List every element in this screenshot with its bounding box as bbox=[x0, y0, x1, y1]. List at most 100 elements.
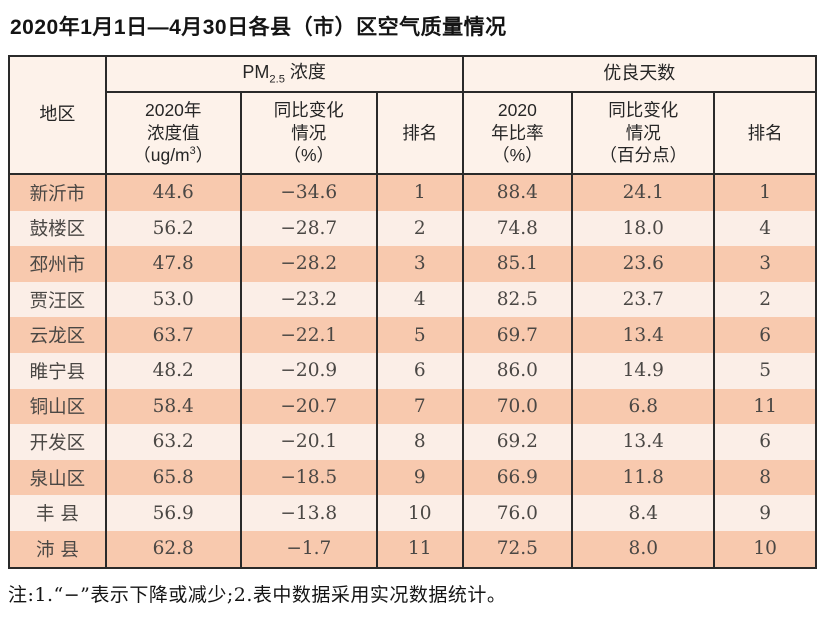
pm-value-unit-sup: 3 bbox=[189, 145, 196, 158]
table-body: 新沂市 44.6 −34.6 1 88.4 24.1 1 鼓楼区 56.2 −28.7 2 74.8 1… bbox=[8, 174, 817, 568]
pm-value-line2: 浓度值 bbox=[146, 122, 200, 143]
pm-change-cell: −18.5 bbox=[239, 459, 378, 496]
pm-change-cell: −13.8 bbox=[239, 495, 378, 531]
region-cell: 泉山区 bbox=[8, 459, 107, 496]
pm-value-unit-post: ） bbox=[195, 145, 214, 166]
good-days-label: 优良天数 bbox=[603, 63, 676, 84]
pm-value-cell: 56.2 bbox=[104, 210, 242, 247]
good-change-line2: 情况 bbox=[625, 122, 661, 143]
pm25-subscript: 2.5 bbox=[269, 73, 285, 86]
good-rank-cell: 2 bbox=[713, 281, 817, 318]
region-cell: 铜山区 bbox=[8, 388, 107, 425]
col-header-region: 地区 bbox=[8, 56, 107, 174]
table-row: 沛 县 62.8 −1.7 11 72.5 8.0 10 bbox=[8, 530, 817, 568]
region-cell: 开发区 bbox=[8, 424, 107, 460]
good-change-cell: 23.6 bbox=[571, 246, 716, 282]
good-rank-cell: 6 bbox=[713, 424, 817, 460]
good-rank-cell: 8 bbox=[713, 459, 817, 496]
good-rate-cell: 76.0 bbox=[461, 495, 574, 531]
good-rank-cell: 1 bbox=[713, 174, 817, 211]
good-change-cell: 8.4 bbox=[571, 495, 716, 531]
pm-rank-cell: 7 bbox=[375, 388, 464, 425]
pm-change-cell: −22.1 bbox=[239, 317, 378, 353]
footnote: 注:1.“−”表示下降或减少;2.表中数据采用实况数据统计。 bbox=[8, 583, 507, 606]
good-rate-cell: 82.5 bbox=[461, 281, 574, 318]
good-change-cell: 8.0 bbox=[571, 530, 716, 568]
table-row: 睢宁县 48.2 −20.9 6 86.0 14.9 5 bbox=[8, 352, 817, 389]
good-change-cell: 24.1 bbox=[571, 174, 716, 211]
col-header-pm-rank: 排名 bbox=[375, 92, 464, 174]
pm-change-cell: −28.7 bbox=[239, 210, 378, 247]
pm-rank-cell: 6 bbox=[375, 352, 464, 389]
table-row: 泉山区 65.8 −18.5 9 66.9 11.8 8 bbox=[8, 459, 817, 496]
good-change-cell: 14.9 bbox=[571, 352, 716, 389]
good-rate-cell: 85.1 bbox=[461, 246, 574, 282]
region-header-label: 地区 bbox=[39, 104, 76, 125]
pm-rank-cell: 8 bbox=[375, 424, 464, 460]
col-header-good-rate: 2020 年比率 （%） bbox=[461, 92, 574, 174]
page-title: 2020年1月1日—4月30日各县（市）区空气质量情况 bbox=[10, 16, 507, 39]
pm-value-line1: 2020年 bbox=[144, 100, 202, 121]
pm-value-cell: 47.8 bbox=[104, 246, 242, 282]
pm-value-cell: 53.0 bbox=[104, 281, 242, 318]
good-change-cell: 18.0 bbox=[571, 210, 716, 247]
good-rate-line1: 2020 bbox=[497, 100, 537, 121]
good-rank-cell: 5 bbox=[713, 352, 817, 389]
good-rate-cell: 69.2 bbox=[461, 424, 574, 460]
pm-change-cell: −20.7 bbox=[239, 388, 378, 425]
good-change-cell: 11.8 bbox=[571, 459, 716, 496]
table-row: 铜山区 58.4 −20.7 7 70.0 6.8 11 bbox=[8, 388, 817, 425]
pm-change-cell: −20.9 bbox=[239, 352, 378, 389]
table-row: 丰 县 56.9 −13.8 10 76.0 8.4 9 bbox=[8, 495, 817, 531]
pm-value-cell: 63.2 bbox=[104, 424, 242, 460]
pm-value-cell: 56.9 bbox=[104, 495, 242, 531]
pm-value-unit-pre: （ug/m bbox=[133, 145, 190, 166]
pm-value-cell: 58.4 bbox=[104, 388, 242, 425]
region-cell: 贾汪区 bbox=[8, 281, 107, 318]
pm-change-cell: −20.1 bbox=[239, 424, 378, 460]
good-rate-cell: 69.7 bbox=[461, 317, 574, 353]
good-rate-line3: （%） bbox=[492, 145, 543, 166]
good-rate-line2: 年比率 bbox=[491, 122, 544, 143]
header-sub-row: 2020年 浓度值 （ug/m3） 同比变化 情况 （%） 排名 2020 年比… bbox=[9, 92, 817, 174]
good-rank-cell: 9 bbox=[713, 495, 817, 531]
pm-rank-cell: 3 bbox=[375, 246, 464, 282]
good-rank-cell: 6 bbox=[713, 317, 817, 353]
good-change-cell: 6.8 bbox=[571, 388, 716, 425]
pm-change-cell: −34.6 bbox=[239, 174, 378, 211]
good-rate-cell: 74.8 bbox=[461, 210, 574, 247]
good-change-cell: 13.4 bbox=[571, 317, 716, 353]
table-row: 新沂市 44.6 −34.6 1 88.4 24.1 1 bbox=[8, 174, 817, 211]
pm-rank-cell: 4 bbox=[375, 281, 464, 318]
pm-rank-cell: 11 bbox=[375, 530, 464, 568]
header-group-row: 地区 PM2.5 浓度 优良天数 bbox=[8, 56, 817, 174]
region-cell: 丰 县 bbox=[8, 495, 107, 531]
pm-change-line2: 情况 bbox=[291, 122, 327, 143]
pm-value-cell: 44.6 bbox=[104, 174, 242, 211]
col-header-pm-value: 2020年 浓度值 （ug/m3） bbox=[104, 92, 242, 174]
table-row: 鼓楼区 56.2 −28.7 2 74.8 18.0 4 bbox=[8, 210, 817, 247]
table-row: 云龙区 63.7 −22.1 5 69.7 13.4 6 bbox=[8, 317, 817, 353]
good-rank-cell: 3 bbox=[713, 246, 817, 282]
pm-value-cell: 48.2 bbox=[104, 352, 242, 389]
pm-change-cell: −1.7 bbox=[239, 530, 378, 568]
col-header-pm-change: 同比变化 情况 （%） bbox=[239, 92, 378, 174]
table-header: 地区 PM2.5 浓度 优良天数 2020年 浓度值 （ug/m3） 同比变化 … bbox=[8, 56, 817, 174]
pm-change-line1: 同比变化 bbox=[273, 100, 344, 121]
region-cell: 睢宁县 bbox=[8, 352, 107, 389]
good-change-line3: （百分点） bbox=[599, 145, 688, 166]
good-change-cell: 13.4 bbox=[571, 424, 716, 460]
good-rate-cell: 70.0 bbox=[461, 388, 574, 425]
pm-rank-cell: 9 bbox=[375, 459, 464, 496]
pm-change-cell: −23.2 bbox=[239, 281, 378, 318]
region-cell: 邳州市 bbox=[8, 246, 107, 282]
region-cell: 沛 县 bbox=[8, 530, 107, 568]
region-cell: 云龙区 bbox=[8, 317, 107, 353]
pm-change-cell: −28.2 bbox=[239, 246, 378, 282]
pm-rank-cell: 1 bbox=[375, 174, 464, 211]
pm-rank-cell: 2 bbox=[375, 210, 464, 247]
air-quality-table: 地区 PM2.5 浓度 优良天数 2020年 浓度值 （ug/m3） 同比变化 … bbox=[8, 55, 817, 569]
pm-value-cell: 62.8 bbox=[104, 530, 242, 568]
col-header-good-change: 同比变化 情况 （百分点） bbox=[571, 92, 716, 174]
